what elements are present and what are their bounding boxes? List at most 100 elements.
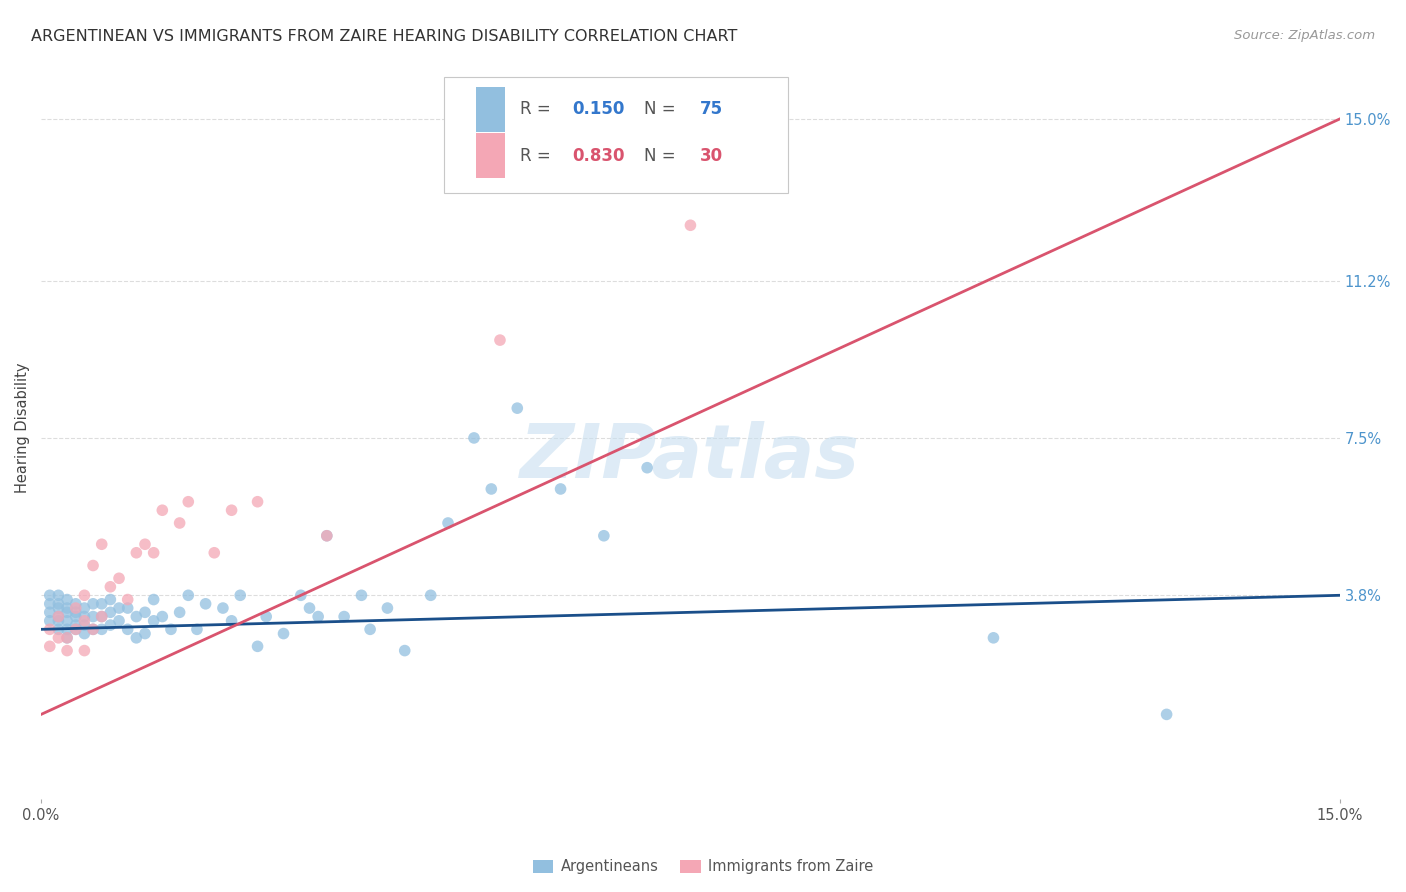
Point xyxy=(38,605,60,619)
Text: Source: ZipAtlas.com: Source: ZipAtlas.com xyxy=(1234,29,1375,42)
Point xyxy=(350,588,373,602)
Point xyxy=(125,631,148,645)
Point xyxy=(246,494,269,508)
FancyBboxPatch shape xyxy=(477,87,505,132)
Point xyxy=(65,618,87,632)
Text: ARGENTINEAN VS IMMIGRANTS FROM ZAIRE HEARING DISABILITY CORRELATION CHART: ARGENTINEAN VS IMMIGRANTS FROM ZAIRE HEA… xyxy=(31,29,737,44)
Point xyxy=(108,614,131,628)
Point xyxy=(108,601,131,615)
Point xyxy=(82,609,104,624)
Point xyxy=(73,618,96,632)
Point xyxy=(65,601,87,615)
Point xyxy=(48,623,70,637)
Point xyxy=(117,592,139,607)
Point xyxy=(108,571,131,585)
Point xyxy=(65,605,87,619)
Point xyxy=(73,614,96,628)
Point xyxy=(150,503,173,517)
Point xyxy=(550,482,572,496)
Point xyxy=(169,605,191,619)
Point xyxy=(377,601,399,615)
Point xyxy=(315,529,337,543)
Point xyxy=(246,640,269,654)
Text: N =: N = xyxy=(644,146,681,165)
Point xyxy=(983,631,1005,645)
Point xyxy=(298,601,321,615)
Legend: Argentineans, Immigrants from Zaire: Argentineans, Immigrants from Zaire xyxy=(527,854,879,880)
Point xyxy=(56,631,79,645)
Point xyxy=(100,580,122,594)
Point xyxy=(73,601,96,615)
Point xyxy=(592,529,614,543)
Point xyxy=(333,609,356,624)
FancyBboxPatch shape xyxy=(444,78,787,193)
Point xyxy=(221,503,243,517)
Point xyxy=(125,546,148,560)
Point xyxy=(56,631,79,645)
Point xyxy=(117,601,139,615)
Point xyxy=(82,597,104,611)
Point xyxy=(117,623,139,637)
Point xyxy=(82,623,104,637)
Point xyxy=(679,219,702,233)
Point xyxy=(307,609,329,624)
Point xyxy=(65,597,87,611)
Point xyxy=(160,623,183,637)
Point xyxy=(100,605,122,619)
Point xyxy=(636,460,658,475)
Point xyxy=(73,588,96,602)
Point xyxy=(90,623,112,637)
Point xyxy=(90,609,112,624)
Point xyxy=(100,592,122,607)
Point xyxy=(150,609,173,624)
Point xyxy=(56,623,79,637)
Point xyxy=(254,609,277,624)
Point xyxy=(463,431,485,445)
Point xyxy=(82,623,104,637)
Point xyxy=(169,516,191,530)
Point xyxy=(194,597,217,611)
Point xyxy=(56,614,79,628)
Point xyxy=(56,601,79,615)
FancyBboxPatch shape xyxy=(477,133,505,178)
Text: 30: 30 xyxy=(700,146,723,165)
Point xyxy=(134,605,156,619)
Point xyxy=(56,605,79,619)
Point xyxy=(479,482,502,496)
Point xyxy=(506,401,529,416)
Point xyxy=(73,643,96,657)
Point xyxy=(273,626,295,640)
Point xyxy=(82,558,104,573)
Point xyxy=(65,623,87,637)
Point xyxy=(290,588,312,602)
Point xyxy=(38,614,60,628)
Point xyxy=(73,609,96,624)
Point xyxy=(489,333,512,347)
Point xyxy=(48,631,70,645)
Point xyxy=(48,609,70,624)
Point xyxy=(419,588,441,602)
Text: R =: R = xyxy=(520,146,557,165)
Point xyxy=(48,614,70,628)
Point xyxy=(229,588,252,602)
Point xyxy=(38,640,60,654)
Point xyxy=(90,609,112,624)
Point xyxy=(56,592,79,607)
Point xyxy=(56,643,79,657)
Point xyxy=(100,618,122,632)
Text: ZIPatlas: ZIPatlas xyxy=(520,420,860,493)
Point xyxy=(65,623,87,637)
Point xyxy=(437,516,460,530)
Point xyxy=(38,597,60,611)
Point xyxy=(212,601,235,615)
Text: R =: R = xyxy=(520,101,557,119)
Point xyxy=(38,588,60,602)
Point xyxy=(177,588,200,602)
Point xyxy=(48,597,70,611)
Point xyxy=(186,623,208,637)
Y-axis label: Hearing Disability: Hearing Disability xyxy=(15,362,30,492)
Point xyxy=(359,623,381,637)
Point xyxy=(125,609,148,624)
Point xyxy=(48,588,70,602)
Point xyxy=(142,546,165,560)
